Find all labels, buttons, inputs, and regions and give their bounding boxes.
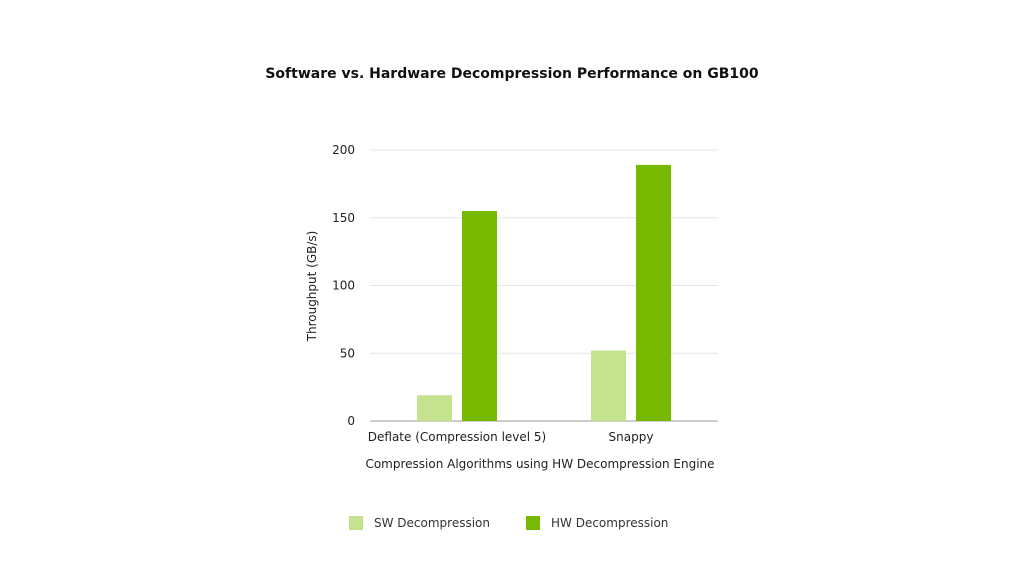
- y-tick-label: 100: [332, 279, 355, 293]
- bar-sw-deflate: [417, 395, 452, 421]
- y-tick-label: 0: [347, 414, 355, 428]
- x-tick-label: Snappy: [609, 430, 654, 444]
- legend: SW Decompression HW Decompression: [349, 516, 668, 530]
- legend-swatch: [349, 516, 363, 530]
- bars: [417, 164, 671, 421]
- y-tick-label: 150: [332, 211, 355, 225]
- chart-title: Software vs. Hardware Decompression Perf…: [265, 66, 759, 82]
- y-axis-ticks: 0 50 100 150 200: [332, 143, 355, 428]
- bar-hw-snappy: [636, 164, 671, 421]
- legend-label: SW Decompression: [374, 516, 490, 530]
- legend-label: HW Decompression: [551, 516, 668, 530]
- bar-hw-deflate: [462, 210, 497, 421]
- y-tick-label: 50: [340, 346, 355, 360]
- y-axis-title: Throughput (GB/s): [305, 231, 319, 343]
- y-tick-label: 200: [332, 143, 355, 157]
- legend-swatch: [526, 516, 540, 530]
- x-axis-title: Compression Algorithms using HW Decompre…: [365, 457, 714, 471]
- x-tick-label: Deflate (Compression level 5): [368, 430, 546, 444]
- bar-sw-snappy: [591, 350, 626, 421]
- x-axis-ticks: Deflate (Compression level 5) Snappy: [368, 430, 654, 444]
